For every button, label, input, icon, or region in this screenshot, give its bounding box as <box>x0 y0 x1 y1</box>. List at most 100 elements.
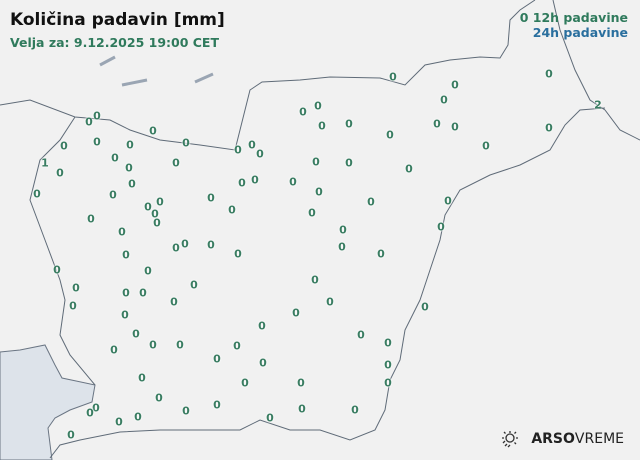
logo-brand-bold: ARSO <box>531 431 575 447</box>
precipitation-value: 2 <box>594 98 602 112</box>
precipitation-value: 0 <box>72 281 80 295</box>
precipitation-value: 0 <box>139 286 147 300</box>
precipitation-value: 0 <box>451 120 459 134</box>
precipitation-value: 0 <box>357 328 365 342</box>
precipitation-value: 0 <box>234 247 242 261</box>
precipitation-value: 0 <box>155 391 163 405</box>
precipitation-value: 0 <box>228 203 236 217</box>
precipitation-value: 0 <box>182 136 190 150</box>
precipitation-value: 0 <box>207 191 215 205</box>
arso-logo: ARSOVREME <box>499 430 624 448</box>
precipitation-value: 0 <box>292 306 300 320</box>
precipitation-value: 0 <box>149 124 157 138</box>
precipitation-value: 0 <box>233 339 241 353</box>
national-border <box>552 0 640 141</box>
precipitation-value: 0 <box>134 410 142 424</box>
precipitation-value: 0 <box>318 119 326 133</box>
precipitation-value: 0 <box>213 352 221 366</box>
national-border <box>49 107 606 459</box>
precipitation-value: 0 <box>156 195 164 209</box>
precipitation-value: 0 <box>384 376 392 390</box>
precipitation-value: 0 <box>444 194 452 208</box>
precipitation-value: 0 <box>182 404 190 418</box>
precipitation-value: 0 <box>377 247 385 261</box>
precipitation-value: 0 <box>241 376 249 390</box>
precipitation-value: 0 <box>92 401 100 415</box>
precipitation-value: 0 <box>405 162 413 176</box>
precipitation-value: 0 <box>297 376 305 390</box>
precipitation-value: 0 <box>256 147 264 161</box>
precipitation-value: 0 <box>115 415 123 429</box>
precipitation-value: 0 <box>126 138 134 152</box>
national-border <box>29 116 96 386</box>
precipitation-value: 0 <box>345 156 353 170</box>
precipitation-value: 0 <box>367 195 375 209</box>
precipitation-value: 0 <box>299 105 307 119</box>
precipitation-value: 0 <box>433 117 441 131</box>
precipitation-value: 0 <box>339 223 347 237</box>
precipitation-value: 0 <box>85 115 93 129</box>
adriatic-sea <box>0 344 96 460</box>
sun-rain-icon <box>502 431 519 448</box>
precipitation-value: 0 <box>315 185 323 199</box>
lakes <box>99 55 214 87</box>
precipitation-value: 0 <box>258 319 266 333</box>
precipitation-value: 0 <box>238 176 246 190</box>
precipitation-value: 0 <box>138 371 146 385</box>
precipitation-value: 0 <box>386 128 394 142</box>
precipitation-value: 0 <box>207 238 215 252</box>
precipitation-value: 0 <box>338 240 346 254</box>
precipitation-value: 0 <box>545 67 553 81</box>
precipitation-value: 0 <box>122 248 130 262</box>
precipitation-value: 0 <box>93 109 101 123</box>
precipitation-value: 0 <box>384 336 392 350</box>
precipitation-value: 0 <box>172 156 180 170</box>
precipitation-value: 0 <box>86 406 94 420</box>
precipitation-value: 0 <box>326 295 334 309</box>
precipitation-value: 0 <box>144 200 152 214</box>
precipitation-value: 0 <box>172 241 180 255</box>
precipitation-value: 0 <box>122 286 130 300</box>
precipitation-value: 0 <box>144 264 152 278</box>
precipitation-value: 0 <box>153 216 161 230</box>
map-title: Količina padavin [mm] <box>10 10 225 30</box>
precipitation-value: 0 <box>314 99 322 113</box>
precipitation-value: 0 <box>389 70 397 84</box>
precipitation-value: 0 <box>56 166 64 180</box>
precipitation-value: 1 <box>41 156 49 170</box>
precipitation-value: 0 <box>482 139 490 153</box>
precipitation-value: 0 <box>234 143 242 157</box>
precipitation-value: 0 <box>384 358 392 372</box>
valid-time: Velja za: 9.12.2025 19:00 CET <box>10 35 219 50</box>
precipitation-value: 0 <box>251 173 259 187</box>
precipitation-value: 0 <box>128 177 136 191</box>
precipitation-value: 0 <box>259 356 267 370</box>
legend-24h: 24h padavine <box>532 25 628 40</box>
precipitation-value: 0 <box>181 237 189 251</box>
legend-12h: 12h padavine <box>532 10 628 25</box>
precipitation-value: 0 <box>298 402 306 416</box>
legend: 0 12h padavine 24h padavine <box>520 10 628 40</box>
precipitation-value: 0 <box>67 428 75 442</box>
precipitation-value: 0 <box>149 338 157 352</box>
precipitation-value: 0 <box>266 411 274 425</box>
precipitation-value: 0 <box>312 155 320 169</box>
precipitation-value: 0 <box>87 212 95 226</box>
precipitation-value: 0 <box>345 117 353 131</box>
precipitation-value: 0 <box>110 343 118 357</box>
precipitation-value: 0 <box>190 278 198 292</box>
precipitation-value: 0 <box>351 403 359 417</box>
precipitation-value: 0 <box>109 188 117 202</box>
precipitation-value: 0 <box>111 151 119 165</box>
precipitation-value: 0 <box>33 187 41 201</box>
logo-brand-light: VREME <box>574 431 624 447</box>
precipitation-value: 0 <box>53 263 61 277</box>
precipitation-value: 0 <box>132 327 140 341</box>
legend-sample-value: 0 <box>519 10 529 25</box>
national-border <box>0 0 536 151</box>
precipitation-value: 0 <box>545 121 553 135</box>
precipitation-value: 0 <box>170 295 178 309</box>
precipitation-value: 0 <box>308 206 316 220</box>
precipitation-value: 0 <box>176 338 184 352</box>
